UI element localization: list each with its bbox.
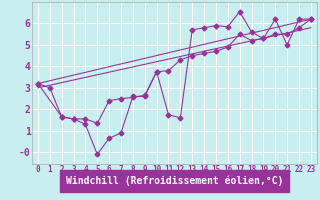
X-axis label: Windchill (Refroidissement éolien,°C): Windchill (Refroidissement éolien,°C) (66, 176, 283, 186)
